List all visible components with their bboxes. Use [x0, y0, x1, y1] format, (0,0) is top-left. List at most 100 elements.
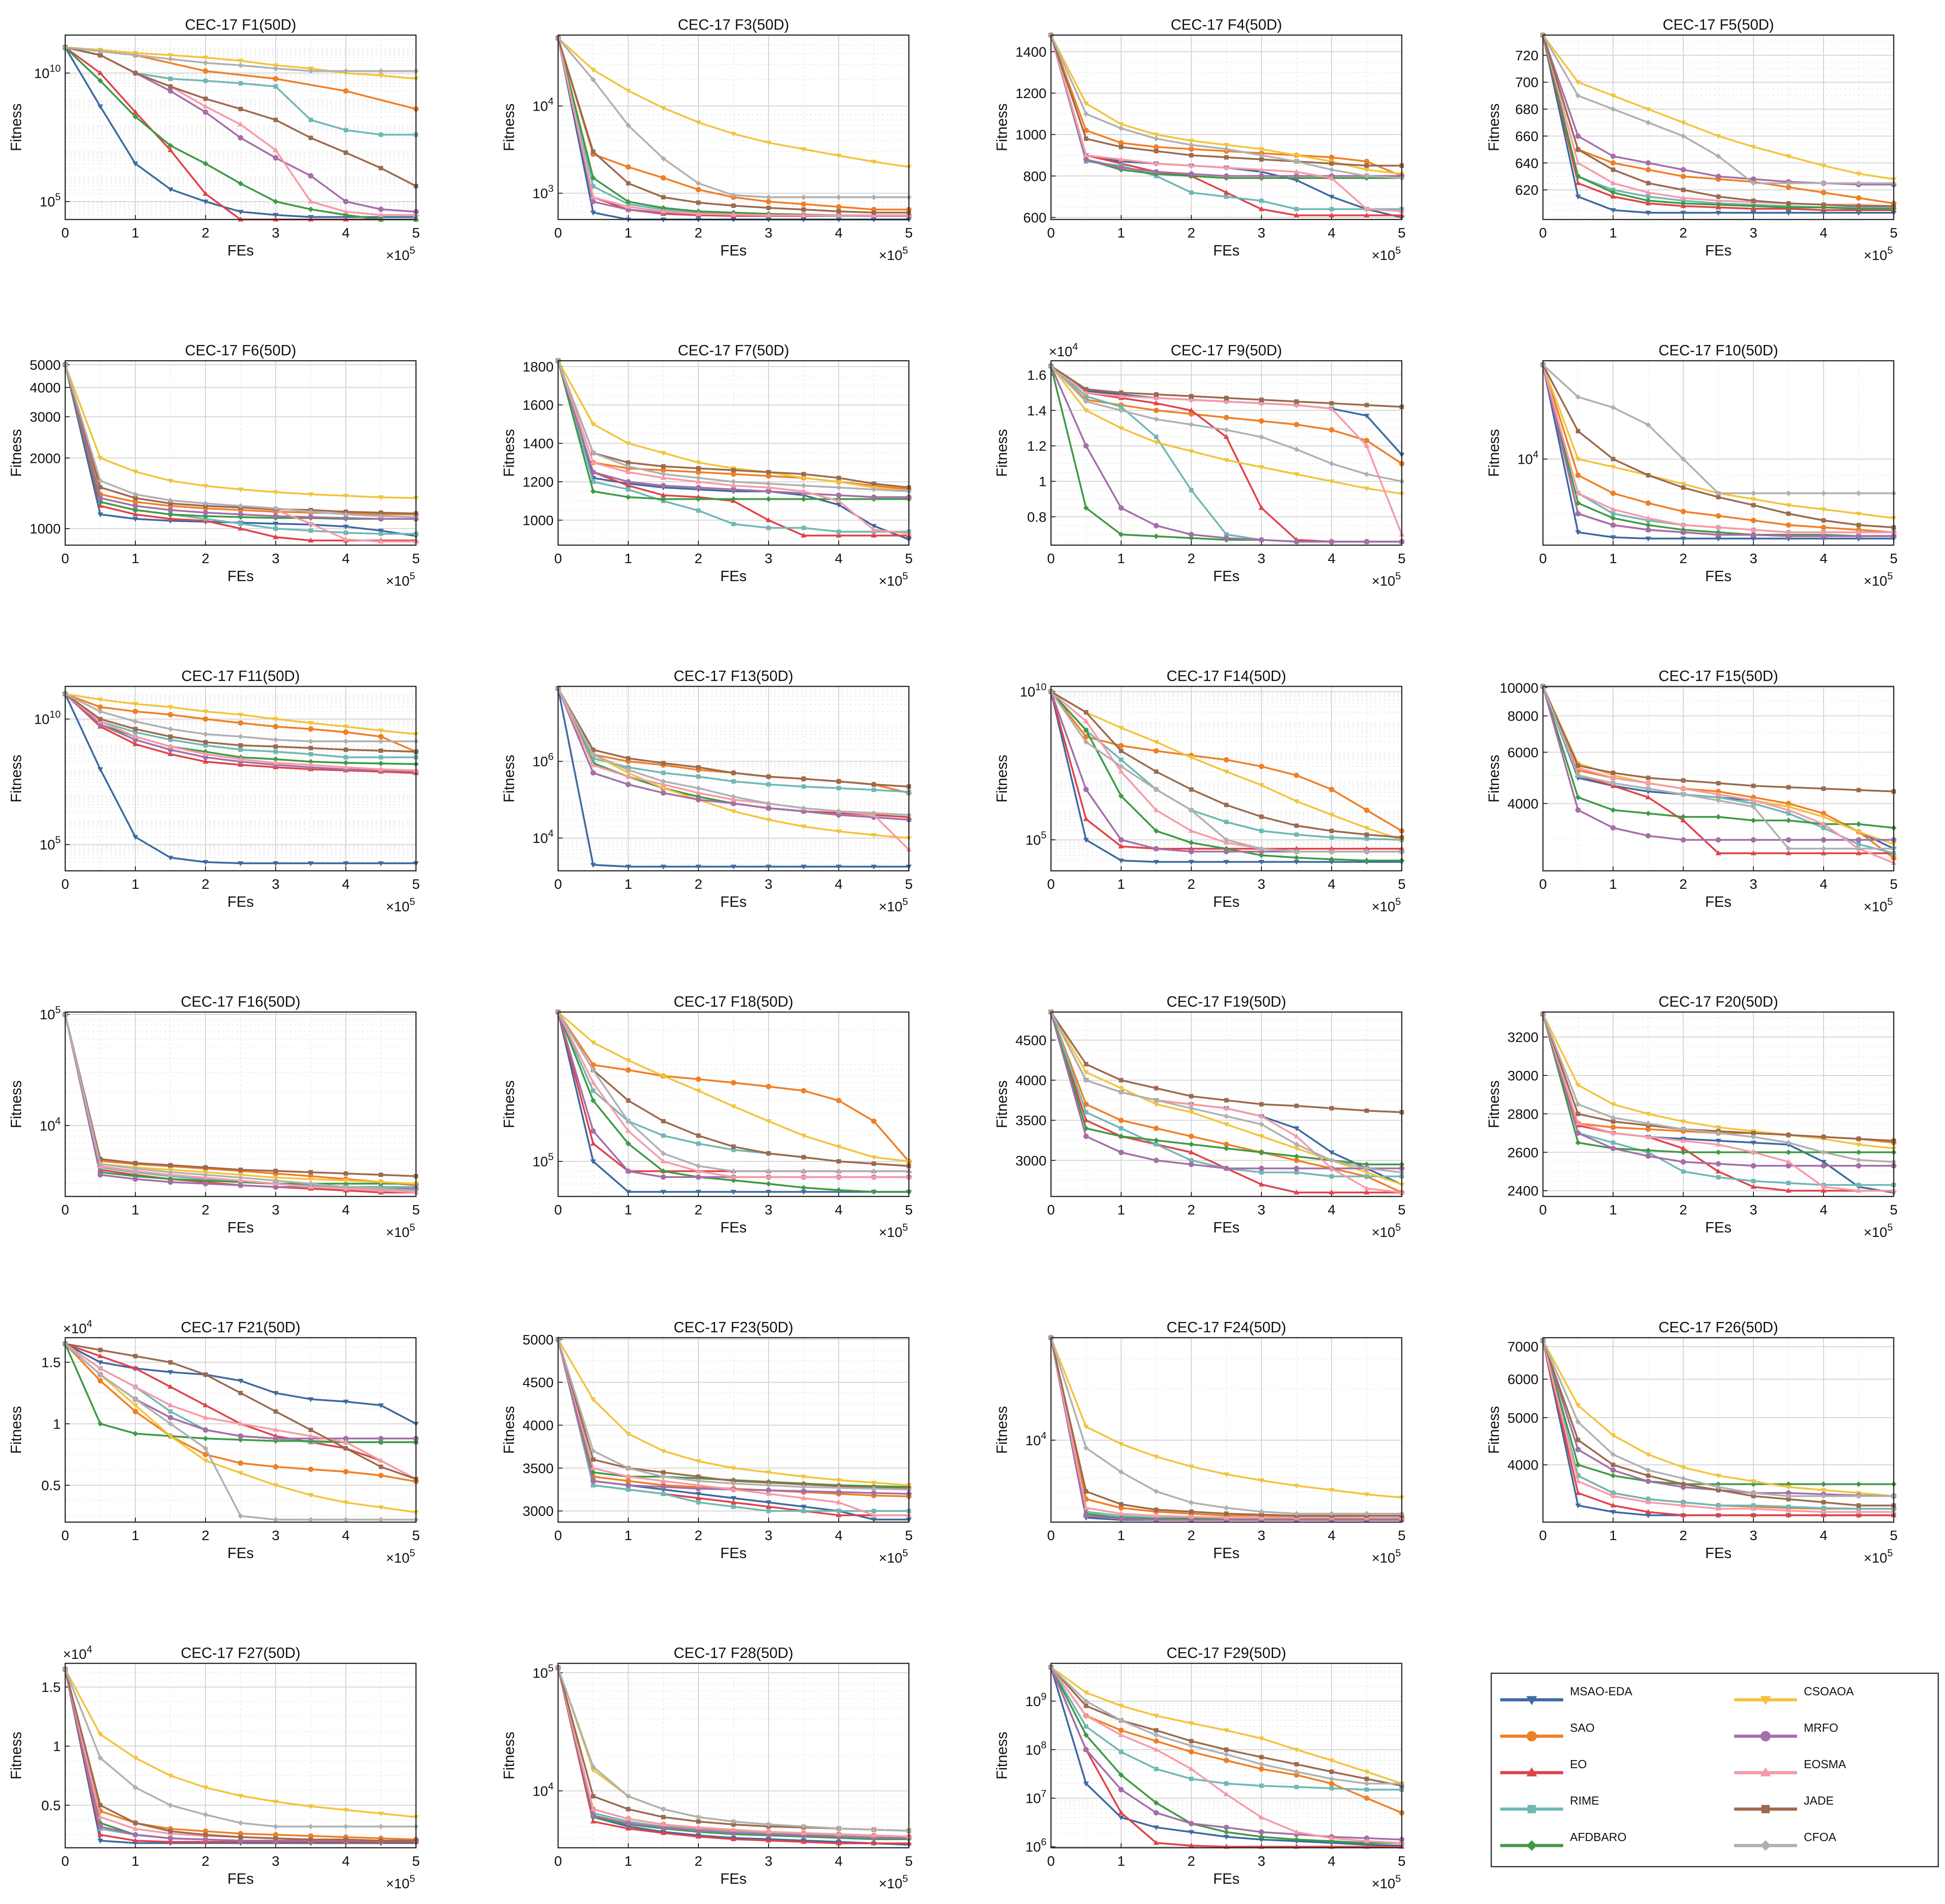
data-marker — [1084, 136, 1088, 141]
data-marker — [836, 533, 842, 538]
data-marker — [1715, 1130, 1721, 1136]
data-marker — [1118, 408, 1124, 413]
data-marker — [1118, 837, 1124, 843]
data-marker — [800, 1495, 807, 1500]
data-marker — [660, 778, 666, 784]
data-marker — [202, 1785, 209, 1791]
x-tick-label: 0 — [554, 1202, 562, 1218]
data-marker — [133, 1354, 138, 1358]
data-marker — [590, 762, 596, 767]
data-marker — [98, 717, 103, 721]
data-marker — [132, 1826, 139, 1831]
data-marker — [1856, 1503, 1861, 1508]
data-marker — [1785, 1508, 1792, 1513]
data-marker — [343, 1500, 349, 1505]
data-marker — [1856, 204, 1861, 209]
y-tick-label: 108 — [1025, 1739, 1046, 1758]
data-marker — [202, 1402, 209, 1407]
legend-label: JADE — [1804, 1794, 1833, 1807]
data-marker — [202, 103, 209, 109]
data-marker — [836, 865, 842, 870]
x-tick-label: 2 — [694, 551, 702, 566]
data-marker — [871, 1118, 877, 1124]
data-marker — [1119, 1126, 1123, 1131]
data-marker — [871, 810, 877, 816]
data-marker — [1153, 740, 1159, 745]
data-marker — [1715, 850, 1721, 856]
data-marker — [97, 1371, 103, 1378]
data-marker — [1294, 1762, 1299, 1767]
y-tick-label: 4000 — [523, 1418, 554, 1434]
data-marker — [1715, 153, 1721, 159]
y-tick-label: 104 — [532, 96, 554, 114]
data-marker — [1856, 837, 1862, 843]
data-marker — [1820, 1160, 1827, 1165]
axes-frame — [64, 1662, 417, 1849]
data-marker — [132, 470, 139, 475]
data-marker — [1680, 1138, 1686, 1143]
data-marker — [1820, 846, 1827, 851]
data-marker — [1083, 718, 1089, 723]
y-axis-label: Fitness — [501, 1080, 517, 1128]
data-marker — [1610, 522, 1616, 528]
data-marker — [765, 1491, 772, 1496]
data-marker — [1294, 539, 1300, 545]
data-marker — [766, 805, 772, 811]
data-marker — [1680, 1465, 1686, 1470]
data-marker — [1364, 1776, 1369, 1781]
x-tick-label: 4 — [1328, 1528, 1335, 1543]
data-marker — [660, 1150, 666, 1156]
y-tick-label: 1200 — [523, 474, 554, 490]
data-marker — [132, 1837, 139, 1843]
x-tick-label: 1 — [1117, 1202, 1125, 1218]
data-marker — [765, 1500, 772, 1505]
x-tick-label: 5 — [412, 876, 420, 892]
data-marker — [1364, 173, 1370, 179]
data-marker — [1575, 772, 1581, 778]
data-marker — [1856, 850, 1862, 856]
data-marker — [1154, 1086, 1158, 1091]
data-marker — [696, 1174, 702, 1180]
data-marker — [801, 1155, 806, 1160]
data-marker — [1575, 1120, 1581, 1126]
subplot-title: CEC-17 F18(50D) — [674, 993, 793, 1010]
data-marker — [1680, 1126, 1686, 1132]
data-marker — [1083, 111, 1089, 117]
data-marker — [1680, 482, 1686, 487]
data-marker — [1258, 166, 1265, 172]
data-marker — [1575, 472, 1581, 478]
data-marker — [800, 865, 807, 870]
data-marker — [1188, 1465, 1194, 1469]
subplot-title: CEC-17 F23(50D) — [674, 1319, 793, 1335]
data-marker — [1119, 748, 1123, 753]
data-marker — [344, 1446, 348, 1451]
data-marker — [766, 1151, 771, 1156]
data-marker — [203, 1165, 208, 1170]
subplot-title: CEC-17 F6(50D) — [185, 342, 296, 358]
data-marker — [1645, 833, 1651, 839]
x-tick-label: 0 — [1539, 551, 1547, 566]
x-tick-label: 4 — [1820, 876, 1827, 892]
data-marker — [1224, 1511, 1229, 1516]
data-marker — [765, 1829, 772, 1834]
data-marker — [731, 522, 736, 526]
data-marker — [660, 451, 666, 456]
data-marker — [309, 1837, 313, 1842]
data-marker — [871, 533, 877, 538]
x-axis-label: FEs — [1213, 568, 1240, 584]
data-marker — [308, 198, 314, 204]
data-marker — [1786, 522, 1792, 528]
data-marker — [625, 1432, 631, 1437]
subplot-title: CEC-17 F20(50D) — [1659, 993, 1778, 1010]
data-marker — [308, 1433, 314, 1438]
x-tick-label: 3 — [272, 876, 279, 892]
y-tick-label: 3000 — [1015, 1153, 1046, 1169]
x-tick-label: 2 — [1679, 551, 1687, 566]
data-marker — [695, 1459, 702, 1465]
data-marker — [626, 181, 630, 186]
data-marker — [1189, 1133, 1194, 1139]
x-tick-label: 0 — [1539, 225, 1547, 241]
data-marker — [1328, 212, 1335, 218]
data-marker — [625, 122, 631, 128]
